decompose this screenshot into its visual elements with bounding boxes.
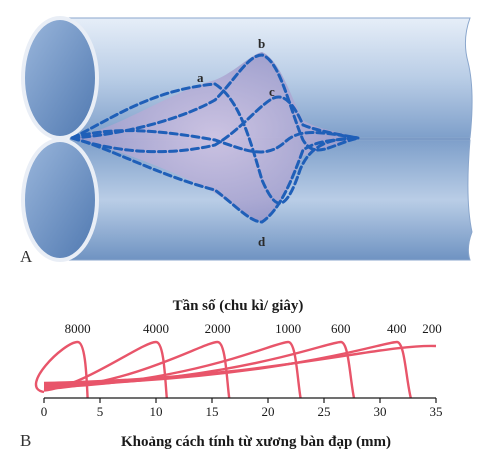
wave-label-d: d: [258, 234, 266, 249]
x-axis-title: Khoảng cách tính từ xương bàn đạp (mm): [121, 434, 391, 450]
upper-duct-opening: [21, 16, 99, 140]
frequency-title: Tần số (chu kì/ giây): [173, 298, 304, 314]
x-tick-label: 5: [97, 404, 104, 419]
frequency-curve-8000: [34, 340, 89, 399]
peak-label-4000: 4000: [143, 321, 169, 336]
frequency-curve-400: [43, 340, 412, 399]
x-tick-label: 30: [374, 404, 387, 419]
wave-a: [70, 82, 360, 205]
panel-a-label: A: [20, 247, 33, 266]
panel-b-label: B: [20, 431, 31, 450]
wave-d: [70, 136, 360, 224]
peak-labels: 8000 4000 2000 1000 600 400 200: [65, 321, 442, 336]
peak-label-8000: 8000: [65, 321, 91, 336]
panel-a: a b c d A: [20, 16, 473, 266]
x-tick-label: 20: [262, 404, 275, 419]
frequency-curves: [34, 340, 437, 399]
wave-label-a: a: [197, 70, 204, 85]
frequency-curve-200: [43, 344, 437, 385]
peak-label-1000: 1000: [275, 321, 301, 336]
wave-mirror: [70, 129, 360, 154]
peak-label-200: 200: [422, 321, 442, 336]
x-tick-label: 0: [41, 404, 48, 419]
x-tick-label: 35: [430, 404, 443, 419]
lower-duct-opening: [21, 138, 99, 262]
frequency-curve-4000: [43, 340, 168, 399]
x-axis-ticks: 0 5 10 15 20 25 30 35: [41, 398, 443, 419]
wave-c: [70, 95, 360, 154]
x-tick-label: 15: [206, 404, 219, 419]
frequency-curve-600: [43, 340, 356, 399]
panel-b: Tần số (chu kì/ giây) 8000 4000 2000 1000 60…: [20, 298, 443, 450]
peak-label-400: 400: [387, 321, 407, 336]
x-tick-label: 10: [150, 404, 163, 419]
x-tick-label: 25: [318, 404, 331, 419]
wave-label-c: c: [269, 84, 275, 99]
peak-label-600: 600: [331, 321, 351, 336]
wave-label-b: b: [258, 36, 265, 51]
peak-label-2000: 2000: [205, 321, 231, 336]
